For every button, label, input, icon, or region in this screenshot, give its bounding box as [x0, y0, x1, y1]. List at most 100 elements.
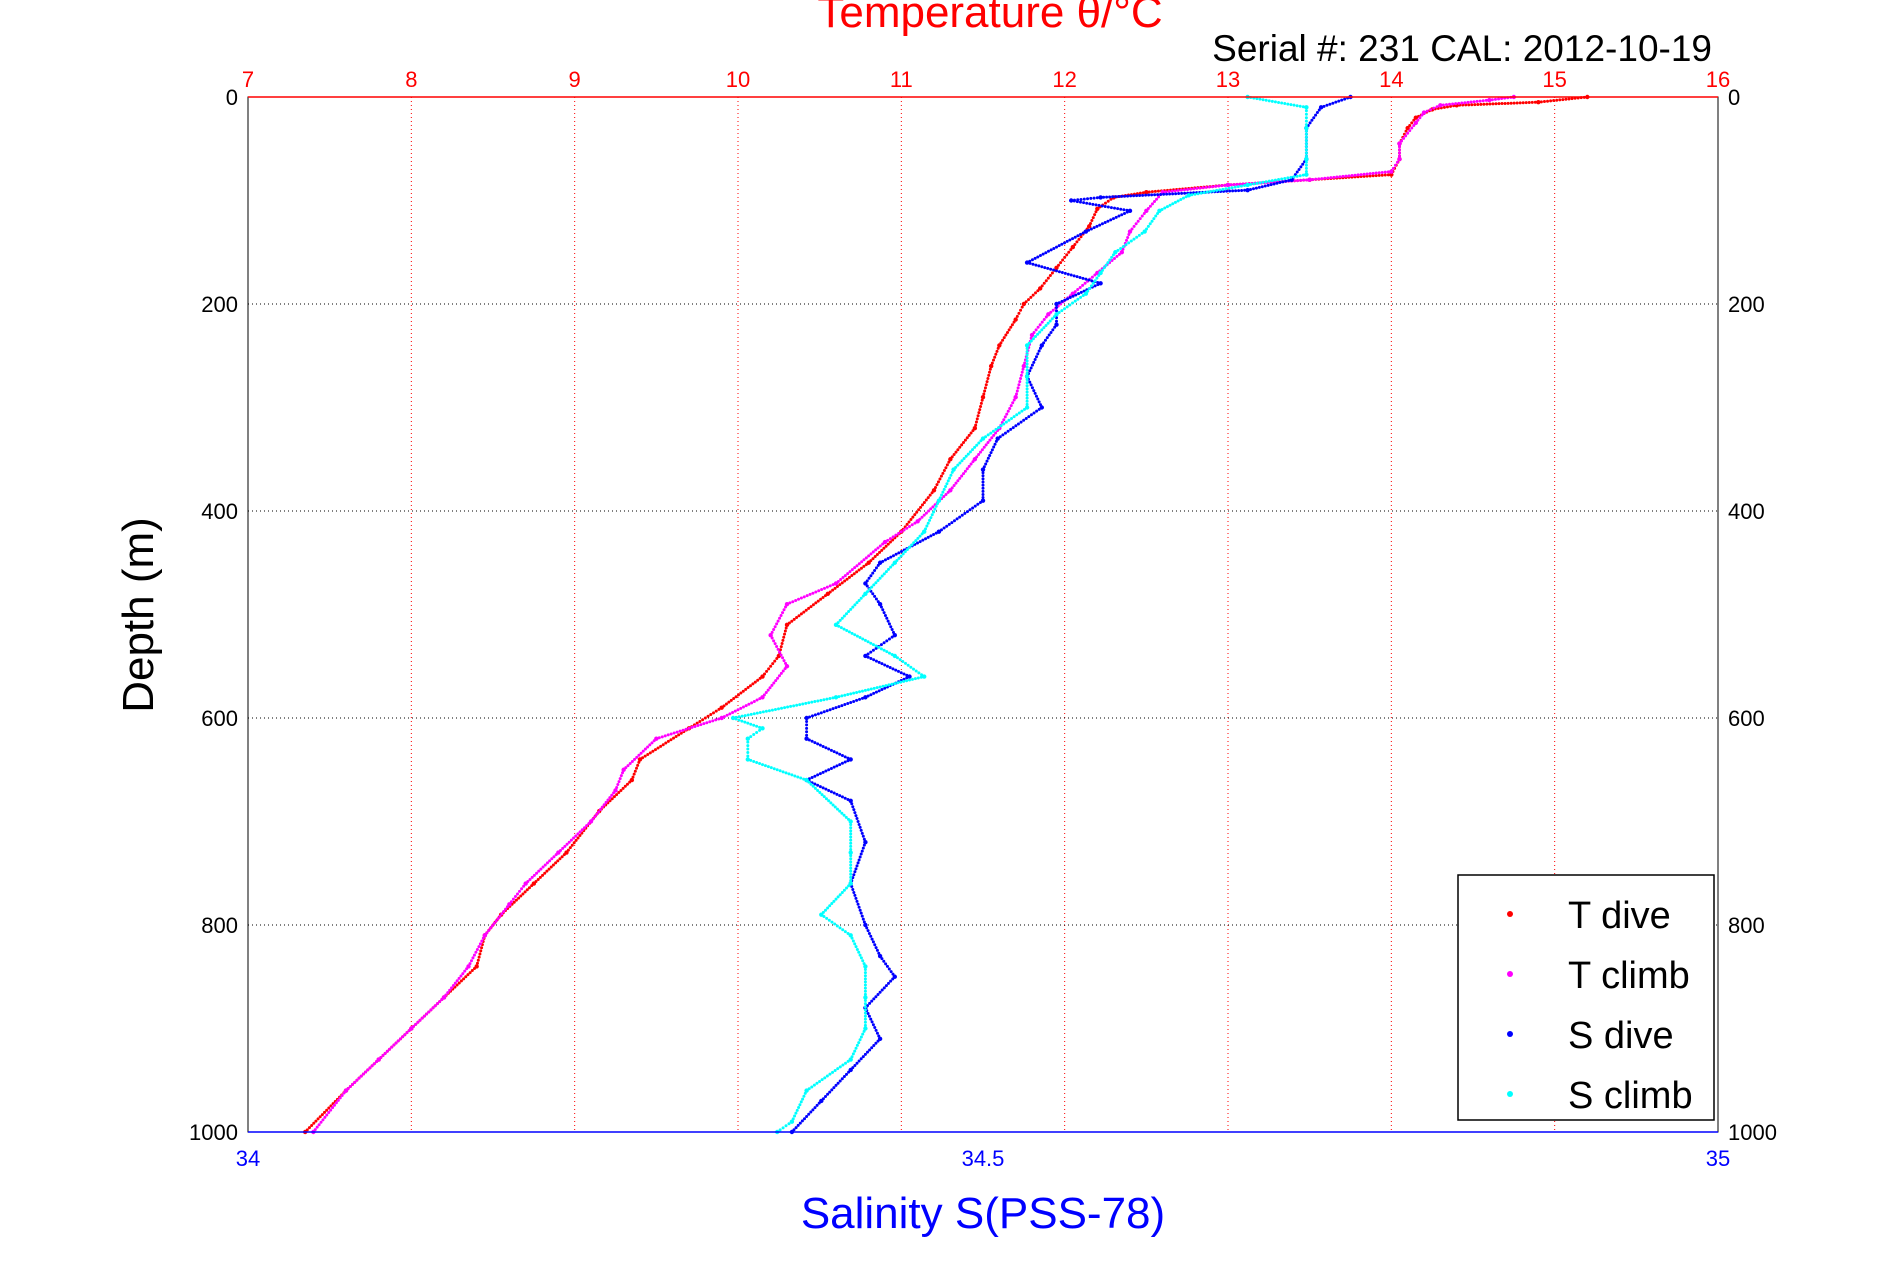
data-point: [1142, 229, 1147, 234]
data-marker: [1060, 242, 1064, 246]
data-marker: [855, 601, 859, 605]
data-marker: [504, 907, 508, 911]
data-marker: [792, 704, 796, 708]
data-marker: [838, 618, 842, 622]
data-marker: [656, 746, 660, 750]
data-marker: [746, 754, 750, 758]
data-marker: [621, 771, 624, 775]
data-marker: [727, 700, 731, 704]
data-marker: [852, 691, 856, 695]
data-marker: [1097, 274, 1101, 278]
data-marker: [560, 855, 564, 859]
data-marker: [965, 436, 969, 440]
data-marker: [582, 826, 586, 830]
data-marker: [855, 947, 859, 951]
data-marker: [755, 761, 759, 765]
data-marker: [1089, 196, 1093, 200]
data-marker: [1204, 185, 1208, 189]
data-marker: [1029, 413, 1033, 417]
data-marker: [1009, 427, 1013, 431]
data-marker: [1136, 219, 1140, 223]
data-marker: [832, 1086, 836, 1090]
data-marker: [873, 1026, 877, 1030]
data-marker: [1109, 197, 1113, 201]
data-marker: [1460, 101, 1464, 105]
data-point: [972, 457, 978, 462]
data-marker: [849, 863, 853, 867]
data-marker: [1493, 97, 1497, 101]
data-marker: [1009, 325, 1013, 329]
data-marker: [767, 709, 771, 713]
data-marker: [787, 772, 791, 776]
data-marker: [1243, 188, 1247, 192]
data-marker: [1301, 173, 1305, 177]
data-marker: [990, 361, 994, 365]
data-marker: [1038, 330, 1042, 334]
data-marker: [869, 1017, 873, 1021]
depth-tick-label-left: 200: [201, 292, 238, 317]
data-marker: [1362, 172, 1366, 176]
data-marker: [783, 706, 787, 710]
data-marker: [1304, 132, 1308, 136]
data-marker: [1304, 160, 1308, 164]
data-marker: [1093, 279, 1097, 283]
data-marker: [878, 550, 882, 554]
data-marker: [855, 564, 859, 568]
data-marker: [863, 1017, 867, 1021]
data-marker: [798, 1103, 802, 1107]
data-marker: [551, 863, 555, 867]
data-marker: [471, 956, 475, 960]
data-marker: [886, 619, 890, 623]
data-marker: [926, 535, 930, 539]
data-marker: [1055, 305, 1058, 309]
data-marker: [876, 1039, 880, 1043]
data-marker: [1359, 173, 1363, 177]
data-marker: [1340, 98, 1344, 102]
data-marker: [934, 531, 938, 535]
data-marker: [1050, 317, 1054, 321]
data-marker: [855, 690, 859, 694]
data-marker: [990, 436, 994, 440]
data-marker: [973, 504, 977, 508]
data-marker: [1089, 221, 1093, 225]
data-marker: [1179, 198, 1183, 202]
data-marker: [1289, 175, 1293, 179]
data-marker: [864, 556, 868, 560]
data-marker: [1092, 226, 1096, 230]
data-marker: [1129, 239, 1133, 243]
data-marker: [1051, 308, 1055, 312]
data-marker: [1168, 192, 1172, 196]
data-marker: [891, 554, 895, 558]
data-marker: [860, 831, 864, 835]
data-marker: [1068, 303, 1072, 307]
data-marker: [572, 836, 576, 840]
data-marker: [913, 677, 917, 681]
data-marker: [889, 979, 893, 983]
data-marker: [1494, 102, 1498, 106]
data-point: [1304, 156, 1309, 162]
data-marker: [849, 823, 853, 827]
data-marker: [1295, 170, 1299, 174]
data-marker: [1048, 319, 1052, 323]
data-marker: [846, 931, 850, 935]
data-marker: [1408, 129, 1412, 133]
data-marker: [1304, 166, 1308, 170]
data-marker: [832, 899, 836, 903]
data-marker: [855, 570, 859, 574]
data-marker: [798, 703, 802, 707]
data-marker: [1227, 186, 1231, 190]
data-marker: [758, 728, 762, 732]
data-marker: [809, 605, 813, 609]
data-marker: [1524, 101, 1528, 105]
data-marker: [496, 917, 500, 921]
grid: [248, 97, 1718, 1132]
legend-label: S climb: [1568, 1075, 1693, 1117]
data-marker: [883, 558, 887, 562]
data-marker: [1102, 195, 1106, 199]
data-marker: [840, 811, 844, 815]
data-marker: [853, 1063, 857, 1067]
data-marker: [355, 1078, 359, 1082]
data-marker: [773, 642, 777, 646]
data-marker: [576, 832, 580, 836]
data-marker: [1150, 190, 1154, 194]
